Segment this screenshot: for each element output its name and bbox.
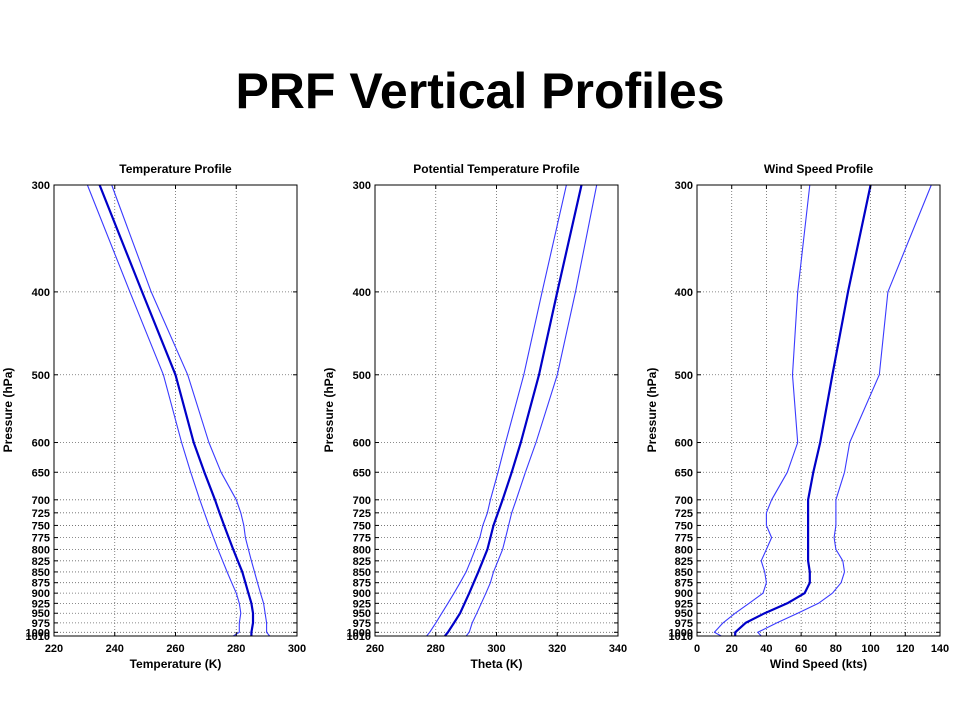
- x-tick-label: 280: [227, 643, 245, 655]
- x-tick-label: 280: [427, 643, 445, 655]
- x-axis-label: Temperature (K): [130, 657, 222, 671]
- y-tick-label: 500: [675, 370, 693, 382]
- y-tick-label: 650: [32, 467, 50, 479]
- series-line-lower: [86, 184, 242, 637]
- y-tick-label: 825: [675, 556, 693, 568]
- y-tick-label: 750: [32, 520, 50, 532]
- y-tick-label: 900: [675, 588, 693, 600]
- x-tick-label: 300: [288, 643, 306, 655]
- x-tick-label: 260: [366, 643, 384, 655]
- y-tick-label: 1010: [26, 631, 50, 643]
- y-tick-label: 300: [32, 180, 50, 192]
- y-tick-label: 725: [675, 508, 693, 520]
- y-tick-label: 600: [353, 438, 371, 450]
- y-tick-label: 600: [32, 438, 50, 450]
- x-axis-label: Theta (K): [471, 657, 523, 671]
- x-tick-label: 220: [45, 643, 63, 655]
- y-tick-label: 975: [675, 618, 693, 630]
- x-tick-label: 240: [106, 643, 124, 655]
- y-tick-label: 1000: [26, 627, 50, 639]
- chart-1: 1010100097595092590087585082580077575072…: [1, 162, 306, 671]
- x-tick-label: 40: [760, 643, 772, 655]
- plot-frame: [696, 184, 941, 637]
- y-tick-label: 1010: [347, 631, 371, 643]
- chart-2: 1010100097595092590087585082580077575072…: [322, 162, 627, 671]
- y-tick-label: 825: [32, 556, 50, 568]
- series-line-lower: [713, 184, 811, 637]
- x-tick-label: 300: [487, 643, 505, 655]
- y-tick-label: 700: [32, 495, 50, 507]
- y-tick-label: 875: [32, 578, 50, 590]
- series-line-mean: [444, 184, 583, 637]
- y-tick-label: 950: [32, 608, 50, 620]
- x-tick-label: 0: [694, 643, 700, 655]
- x-tick-label: 260: [166, 643, 184, 655]
- y-tick-label: 775: [32, 533, 50, 545]
- y-tick-label: 700: [353, 495, 371, 507]
- y-axis-label: Pressure (hPa): [322, 368, 336, 453]
- y-tick-label: 650: [675, 467, 693, 479]
- y-axis-label: Pressure (hPa): [1, 368, 15, 453]
- series-line-mean: [734, 184, 872, 636]
- y-axis-label: Pressure (hPa): [645, 368, 659, 453]
- y-tick-label: 750: [353, 520, 371, 532]
- y-tick-label: 800: [675, 544, 693, 556]
- y-tick-label: 1000: [347, 627, 371, 639]
- chart-3: 1010100097595092590087585082580077575072…: [645, 162, 949, 671]
- y-tick-label: 875: [675, 578, 693, 590]
- y-tick-label: 500: [32, 370, 50, 382]
- y-tick-label: 900: [32, 588, 50, 600]
- series-line-lower: [426, 184, 567, 637]
- y-tick-label: 925: [675, 598, 693, 610]
- x-tick-label: 140: [931, 643, 949, 655]
- chart-title: Potential Temperature Profile: [413, 162, 580, 176]
- x-axis-label: Wind Speed (kts): [770, 657, 867, 671]
- y-tick-label: 825: [353, 556, 371, 568]
- x-tick-label: 320: [548, 643, 566, 655]
- y-tick-label: 725: [353, 508, 371, 520]
- y-tick-label: 400: [353, 287, 371, 299]
- y-tick-label: 775: [675, 533, 693, 545]
- series-line-upper: [757, 184, 932, 637]
- y-tick-label: 925: [353, 598, 371, 610]
- y-tick-label: 800: [32, 544, 50, 556]
- y-tick-label: 875: [353, 578, 371, 590]
- y-tick-label: 1000: [669, 627, 693, 639]
- y-tick-label: 300: [353, 180, 371, 192]
- series-line-mean: [98, 184, 255, 636]
- y-tick-label: 300: [675, 180, 693, 192]
- x-tick-label: 120: [896, 643, 914, 655]
- y-tick-label: 975: [32, 618, 50, 630]
- x-tick-label: 20: [726, 643, 738, 655]
- y-tick-label: 400: [675, 287, 693, 299]
- series-line-upper: [111, 184, 271, 637]
- y-tick-label: 850: [353, 567, 371, 579]
- chart-title: Wind Speed Profile: [764, 162, 874, 176]
- y-tick-label: 800: [353, 544, 371, 556]
- y-tick-label: 700: [675, 495, 693, 507]
- y-tick-label: 1010: [669, 631, 693, 643]
- y-tick-label: 850: [675, 567, 693, 579]
- x-tick-label: 100: [861, 643, 879, 655]
- y-tick-label: 950: [353, 608, 371, 620]
- y-tick-label: 950: [675, 608, 693, 620]
- y-tick-label: 900: [353, 588, 371, 600]
- y-tick-label: 600: [675, 438, 693, 450]
- y-tick-label: 975: [353, 618, 371, 630]
- y-tick-label: 925: [32, 598, 50, 610]
- x-tick-label: 340: [609, 643, 627, 655]
- y-tick-label: 650: [353, 467, 371, 479]
- y-tick-label: 850: [32, 567, 50, 579]
- chart-title: Temperature Profile: [119, 162, 232, 176]
- x-tick-label: 60: [795, 643, 807, 655]
- y-tick-label: 725: [32, 508, 50, 520]
- x-tick-label: 80: [830, 643, 842, 655]
- y-tick-label: 400: [32, 287, 50, 299]
- y-tick-label: 750: [675, 520, 693, 532]
- y-tick-label: 775: [353, 533, 371, 545]
- y-tick-label: 500: [353, 370, 371, 382]
- slide-title: PRF Vertical Profiles: [235, 63, 725, 119]
- series-line-upper: [465, 184, 598, 637]
